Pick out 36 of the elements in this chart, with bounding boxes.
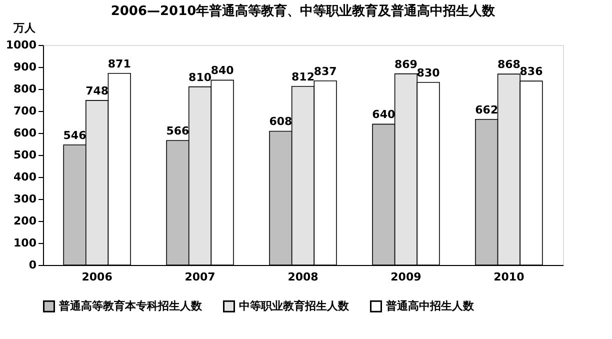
y-tick-label: 400 [14,170,37,184]
x-tick-label: 2009 [390,270,422,284]
data-label: 810 [188,70,212,84]
data-label: 546 [63,128,87,142]
x-tick-label: 2006 [82,270,113,284]
legend-label: 中等职业教育招生人数 [239,299,350,312]
data-label: 836 [520,65,544,78]
y-tick-label: 800 [14,82,37,96]
y-tick-label: 200 [14,214,37,228]
data-label: 837 [314,64,337,78]
chart-title: 2006—2010年普通高等教育、中等职业教育及普通高中招生人数 [110,3,496,19]
x-tick-label: 2008 [288,270,318,284]
y-axis-title: 万人 [12,22,36,34]
data-label: 869 [394,58,418,71]
data-label: 748 [86,84,109,98]
y-tick-label: 300 [14,192,37,206]
data-label: 566 [166,124,190,138]
data-label: 640 [372,108,396,122]
data-label: 871 [108,57,131,70]
data-label: 830 [416,66,440,80]
data-label: 812 [292,70,314,84]
y-tick-label: 1000 [6,38,37,52]
y-tick-label: 600 [14,126,37,140]
x-tick-label: 2007 [184,270,216,284]
legend-label: 普通高中招生人数 [385,299,475,312]
data-label: 662 [475,103,498,116]
data-label: 868 [497,58,520,72]
y-tick-label: 500 [14,148,37,162]
data-label: 608 [269,115,292,128]
y-tick-label: 700 [14,104,37,118]
y-tick-label: 0 [28,258,37,272]
legend-label: 普通高等教育本专科招生人数 [58,299,203,312]
data-label: 840 [210,64,234,78]
y-tick-label: 100 [14,236,37,250]
y-tick-label: 900 [14,60,37,74]
x-tick-label: 2010 [494,270,525,284]
